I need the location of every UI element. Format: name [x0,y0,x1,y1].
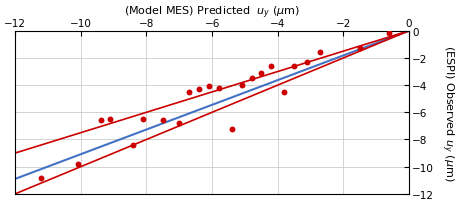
Point [185,91,192,94]
Point [106,118,114,121]
Point [257,72,264,75]
Point [228,127,235,131]
Point [355,48,363,51]
Point [205,85,212,89]
Point [290,65,297,68]
Point [267,65,274,68]
Point [280,91,287,94]
Point [214,87,222,90]
Point [38,176,45,179]
Point [97,119,104,122]
Point [237,84,245,87]
Point [175,122,183,125]
Point [247,77,255,81]
Point [195,88,202,91]
X-axis label: (Model MES) Predicted  $u_y$ ($\mu$m): (Model MES) Predicted $u_y$ ($\mu$m) [124,4,299,20]
Point [129,144,137,147]
Point [316,52,324,55]
Point [159,119,166,122]
Point [139,118,146,121]
Point [74,163,81,166]
Y-axis label: (ESPI) Observed $u_y$ ($\mu$m): (ESPI) Observed $u_y$ ($\mu$m) [438,45,455,181]
Point [385,33,392,36]
Point [303,61,310,64]
